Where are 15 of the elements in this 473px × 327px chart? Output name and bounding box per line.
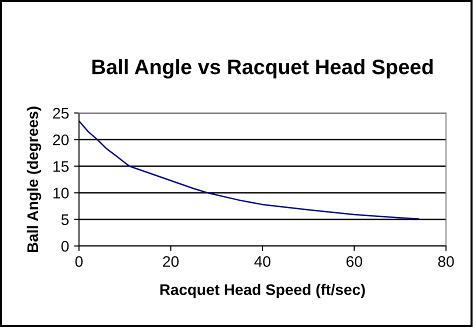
x-tick-label: 80: [438, 256, 454, 267]
x-tick-label: 40: [254, 256, 270, 267]
line-series: [79, 120, 420, 220]
y-tick-label: 0: [61, 240, 69, 252]
y-axis-title: Ball Angle (degrees): [26, 106, 42, 252]
x-tick-label: 20: [163, 256, 179, 267]
y-tick-label: 15: [53, 161, 69, 172]
x-tick-label: 60: [346, 256, 362, 267]
y-tick-label: 25: [53, 108, 69, 119]
x-axis-title: Racquet Head Speed (ft/sec): [160, 284, 365, 298]
x-tick-label: 0: [75, 256, 83, 267]
chart-title: Ball Angle vs Racquet Head Speed: [92, 59, 433, 79]
y-tick-label: 10: [53, 188, 69, 198]
y-tick-label: 5: [61, 214, 69, 226]
y-tick-label: 20: [53, 134, 69, 146]
